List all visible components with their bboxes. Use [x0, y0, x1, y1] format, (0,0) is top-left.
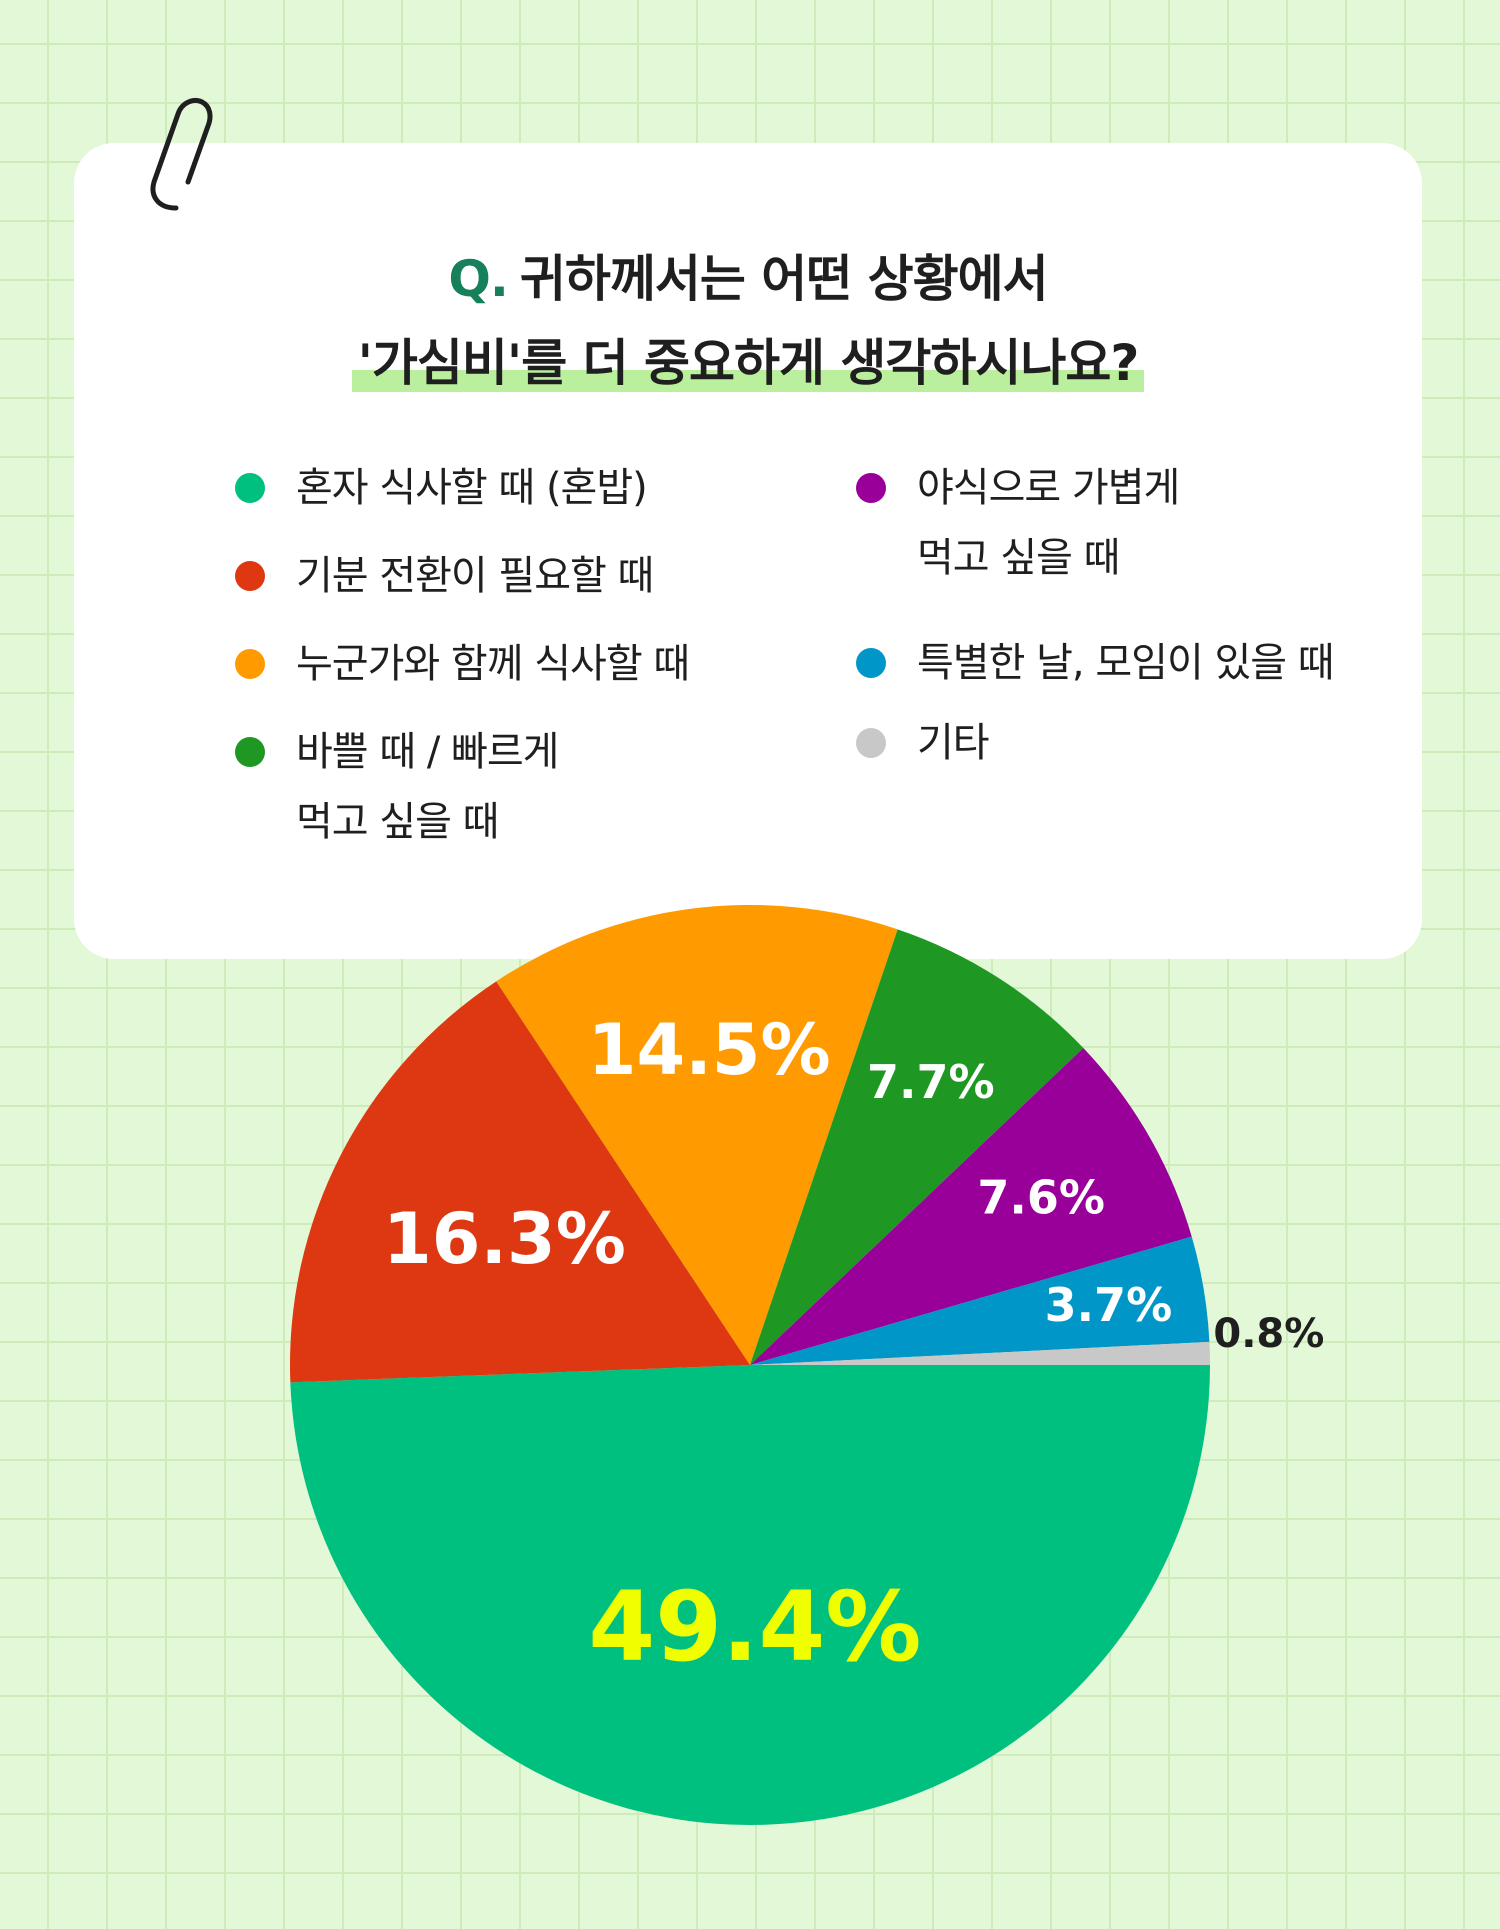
pie-slice [290, 981, 750, 1383]
pie-slice [496, 905, 898, 1365]
pie-slices [290, 905, 1211, 1826]
question-title-line-2: '가심비'를 더 중요하게 생각하시나요? [74, 323, 1422, 395]
legend-dot-icon [235, 473, 265, 503]
legend-dot-icon [235, 737, 265, 767]
legend-item-other: 기타 [856, 708, 990, 778]
pie-slice [750, 1048, 1192, 1365]
pie-slice [750, 1236, 1210, 1365]
slice-value-label: 3.7% [1045, 1278, 1173, 1332]
slice-value-label: 0.8% [1213, 1311, 1324, 1357]
slice-value-label: 16.3% [383, 1198, 626, 1280]
pie-slice [750, 1341, 1210, 1365]
question-text-1: 귀하께서는 어떤 상황에서 [519, 250, 1049, 308]
legend-item-solo-meal: 혼자 식사할 때 (혼밥) [235, 453, 648, 523]
legend-dot-icon [856, 728, 886, 758]
legend-item-mood-change: 기분 전환이 필요할 때 [235, 541, 654, 611]
legend-dot-icon [856, 473, 886, 503]
legend-dot-icon [235, 649, 265, 679]
legend-label: 혼자 식사할 때 (혼밥) [296, 465, 648, 511]
slice-value-label: 7.7% [867, 1055, 995, 1109]
slice-value-label: 7.6% [977, 1171, 1105, 1225]
pie-slice [290, 1365, 1211, 1826]
legend-label: 누군가와 함께 식사할 때 [296, 641, 690, 687]
legend-item-special-day: 특별한 날, 모임이 있을 때 [856, 628, 1335, 698]
legend-label: 야식으로 가볍게 [917, 465, 1180, 511]
legend-dot-icon [235, 561, 265, 591]
legend-label: 기타 [917, 720, 990, 766]
legend-label: 바쁠 때 / 빠르게 [296, 729, 559, 775]
question-title-line-1: Q. 귀하께서는 어떤 상황에서 [74, 239, 1422, 311]
question-text-2: '가심비'를 더 중요하게 생각하시나요? [351, 334, 1145, 392]
legend-item-meal-together: 누군가와 함께 식사할 때 [235, 629, 690, 699]
pie-slice [750, 929, 1084, 1365]
slice-value-label: 49.4% [588, 1571, 921, 1683]
slice-value-label: 14.5% [588, 1009, 831, 1091]
legend-label: 기분 전환이 필요할 때 [296, 553, 654, 599]
pie-labels: 49.4% 16.3% 14.5% 7.7% 7.6% 3.7% 0.8% [383, 1009, 1324, 1683]
paperclip-icon [150, 98, 213, 211]
legend-label-line-2: 먹고 싶을 때 [917, 535, 1120, 581]
legend-dot-icon [856, 648, 886, 678]
legend-label: 특별한 날, 모임이 있을 때 [917, 640, 1335, 686]
legend-label-line-2: 먹고 싶을 때 [296, 799, 499, 845]
legend-item-busy: 바쁠 때 / 빠르게 먹고 싶을 때 [235, 717, 559, 857]
question-card: Q. 귀하께서는 어떤 상황에서 '가심비'를 더 중요하게 생각하시나요? 혼자… [74, 143, 1422, 959]
question-prefix: Q. [448, 250, 508, 308]
legend-item-late-snack: 야식으로 가볍게 먹고 싶을 때 [856, 453, 1180, 593]
